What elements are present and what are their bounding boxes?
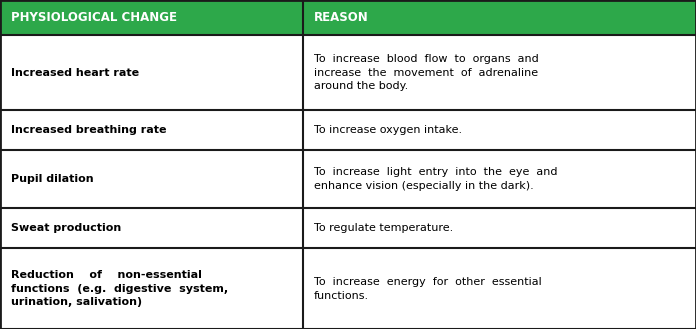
Text: To regulate temperature.: To regulate temperature.: [314, 223, 453, 233]
Bar: [0, 150, 696, 208]
Text: Increased heart rate: Increased heart rate: [11, 68, 139, 78]
Text: To  increase  energy  for  other  essential
functions.: To increase energy for other essential f…: [314, 277, 541, 300]
Text: To increase oxygen intake.: To increase oxygen intake.: [314, 125, 462, 135]
Bar: [0, 35, 696, 110]
Text: Sweat production: Sweat production: [11, 223, 121, 233]
Text: Pupil dilation: Pupil dilation: [11, 174, 94, 184]
Text: To  increase  blood  flow  to  organs  and
increase  the  movement  of  adrenali: To increase blood flow to organs and inc…: [314, 54, 539, 91]
Text: PHYSIOLOGICAL CHANGE: PHYSIOLOGICAL CHANGE: [11, 11, 177, 24]
Bar: [0, 248, 696, 329]
Text: Reduction    of    non-essential
functions  (e.g.  digestive  system,
urination,: Reduction of non-essential functions (e.…: [11, 270, 228, 307]
Bar: [0, 0, 696, 35]
Text: Increased breathing rate: Increased breathing rate: [11, 125, 166, 135]
Text: REASON: REASON: [314, 11, 369, 24]
Text: To  increase  light  entry  into  the  eye  and
enhance vision (especially in th: To increase light entry into the eye and…: [314, 167, 557, 191]
Bar: [0, 110, 696, 150]
Bar: [0, 208, 696, 248]
